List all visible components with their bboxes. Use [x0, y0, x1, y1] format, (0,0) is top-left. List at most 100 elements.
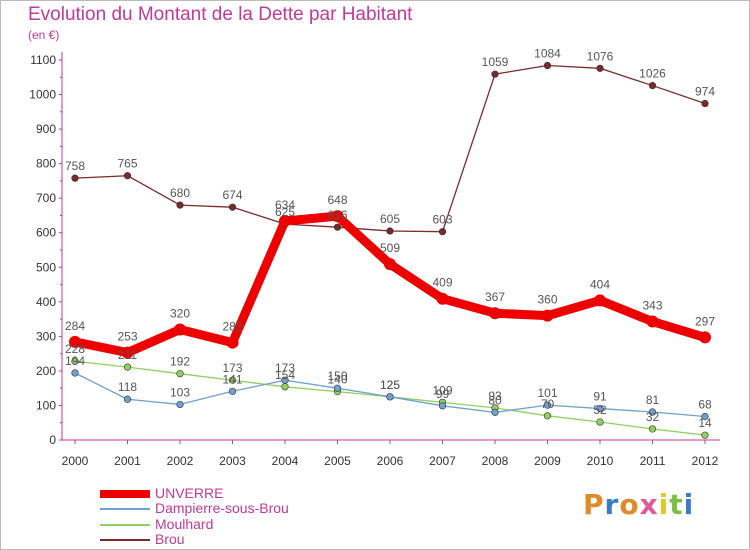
- data-point: [594, 294, 606, 307]
- data-point: [121, 346, 134, 359]
- data-label: 228: [65, 342, 85, 356]
- y-tick-label: 200: [36, 364, 56, 378]
- data-label: 360: [537, 293, 557, 307]
- y-tick-label: 500: [36, 260, 56, 274]
- data-label: 103: [170, 385, 190, 399]
- y-tick-label: 400: [36, 295, 56, 309]
- data-label: 409: [432, 276, 452, 290]
- data-label: 297: [695, 314, 715, 328]
- data-label: 91: [593, 390, 607, 404]
- data-label: 616: [327, 208, 347, 222]
- data-label: 605: [380, 212, 400, 226]
- legend-label: Dampierre-sous-Brou: [155, 500, 289, 516]
- data-label: 625: [275, 205, 295, 219]
- data-label: 109: [432, 383, 452, 397]
- data-point: [176, 370, 184, 378]
- data-label: 70: [541, 397, 555, 411]
- data-point: [71, 357, 79, 365]
- x-tick-label: 2008: [482, 454, 509, 468]
- data-label: 101: [537, 386, 557, 400]
- y-tick-label: 900: [36, 122, 56, 136]
- x-tick-label: 2003: [219, 454, 246, 468]
- x-tick-label: 2002: [167, 454, 194, 468]
- data-point: [491, 408, 499, 416]
- data-point: [596, 418, 604, 426]
- data-point: [228, 387, 237, 395]
- data-label: 1084: [534, 47, 561, 61]
- data-point: [228, 203, 237, 211]
- data-label: 509: [380, 241, 400, 255]
- data-label: 125: [380, 378, 400, 392]
- data-point: [176, 400, 184, 409]
- data-point: [596, 404, 604, 413]
- data-labels: 284 253 320 282 634 648 509 409 367 360 404 343 297 1…: [65, 47, 715, 431]
- data-point: [226, 336, 239, 349]
- data-point: [281, 376, 289, 384]
- series-line-brou: [74, 64, 706, 233]
- legend-label: Moulhard: [155, 516, 214, 532]
- data-label: 1076: [587, 49, 614, 63]
- data-label: 674: [222, 188, 242, 202]
- data-label: 758: [65, 159, 85, 173]
- data-label: 173: [275, 361, 295, 375]
- data-label: 974: [695, 85, 715, 99]
- data-point: [174, 323, 186, 336]
- logo-letter: i: [683, 488, 695, 521]
- data-label: 1026: [639, 67, 666, 81]
- data-label: 211: [118, 348, 137, 362]
- logo-letter: r: [604, 488, 620, 521]
- proxiti-logo: Proxiti: [583, 488, 694, 521]
- data-point: [541, 309, 554, 322]
- x-tick-label: 2012: [692, 454, 719, 468]
- data-point: [436, 292, 449, 305]
- data-label: 680: [170, 186, 190, 200]
- data-point: [543, 412, 552, 420]
- logo-letter: t: [669, 488, 684, 521]
- data-label: 1059: [482, 55, 509, 69]
- data-label: 150: [327, 369, 347, 383]
- data-point: [646, 315, 659, 328]
- data-label: 80: [488, 393, 502, 407]
- axes: [59, 52, 720, 444]
- data-label: 404: [590, 277, 610, 291]
- x-tick-label: 2011: [640, 454, 666, 468]
- data-label: 173: [222, 361, 242, 375]
- data-point: [438, 402, 447, 410]
- data-label: 194: [65, 354, 85, 368]
- legend-swatch: [100, 539, 150, 541]
- data-point: [71, 369, 79, 377]
- data-point: [123, 172, 132, 180]
- data-label: 99: [436, 387, 450, 401]
- data-point: [384, 258, 396, 271]
- logo-letter: o: [619, 488, 640, 521]
- legend-label: UNVERRE: [155, 485, 224, 501]
- data-point: [123, 395, 132, 403]
- logo-letter: x: [639, 488, 659, 521]
- data-label: 140: [327, 373, 347, 387]
- legend-swatch: [100, 508, 150, 510]
- y-tick-label: 300: [36, 329, 56, 343]
- data-label: 343: [642, 299, 662, 313]
- x-tick-label: 2010: [587, 454, 614, 468]
- data-label: 192: [170, 355, 190, 369]
- data-label: 93: [488, 389, 502, 403]
- data-point: [699, 331, 711, 344]
- legend-swatch: [100, 490, 150, 498]
- data-label: 118: [118, 380, 137, 394]
- y-tick-label: 0: [49, 433, 56, 447]
- data-point: [701, 99, 709, 108]
- data-point: [279, 214, 291, 227]
- data-point: [176, 201, 184, 209]
- data-label: 367: [485, 290, 505, 304]
- data-point: [489, 307, 501, 320]
- data-point: [228, 376, 237, 384]
- y-tick-label: 800: [36, 157, 56, 171]
- data-point: [701, 412, 709, 421]
- data-point: [333, 223, 342, 231]
- data-label: 141: [222, 372, 242, 386]
- data-point: [648, 408, 657, 416]
- data-point: [386, 227, 394, 235]
- series-line-unverre: [70, 211, 710, 358]
- data-point: [648, 81, 657, 90]
